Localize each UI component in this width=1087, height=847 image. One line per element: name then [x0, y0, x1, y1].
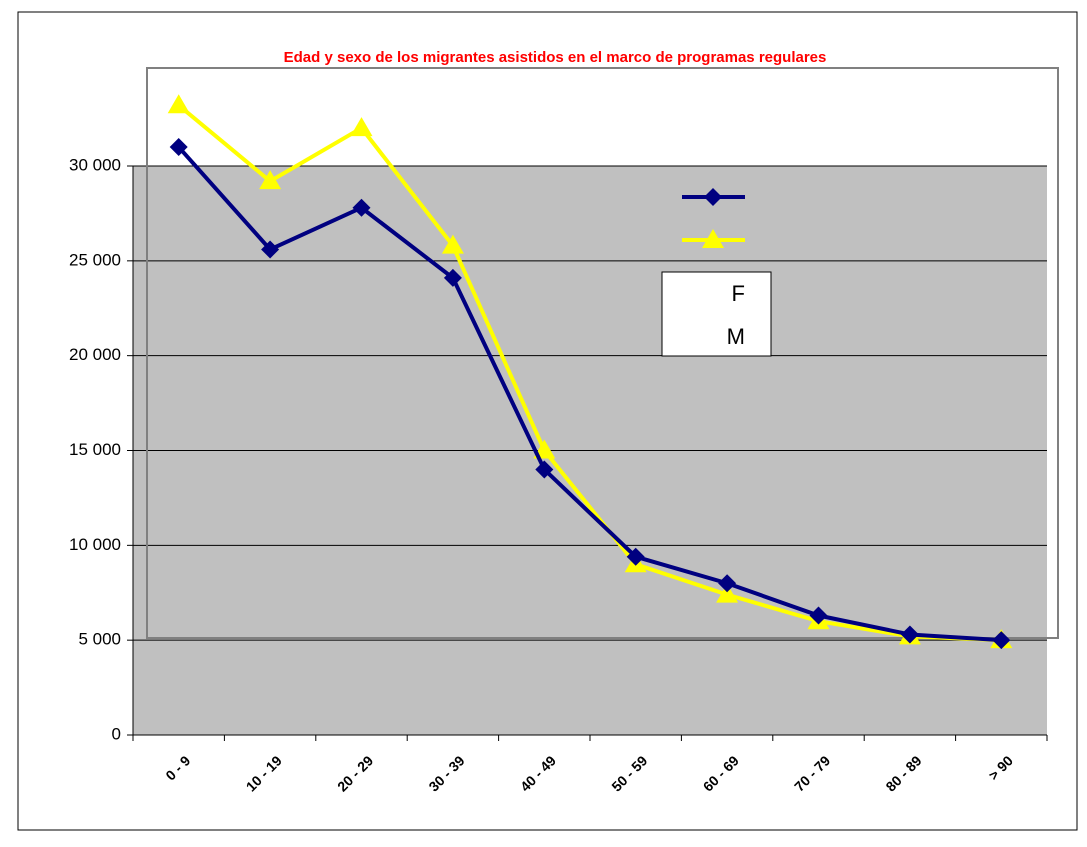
point — [441, 234, 464, 254]
chart-title: Edad y sexo de los migrantes asistidos e… — [284, 49, 827, 66]
point — [443, 268, 462, 287]
legend-label: M — [727, 324, 745, 349]
y-tick-label: 10 000 — [69, 535, 121, 554]
point — [716, 583, 739, 603]
series-group — [167, 94, 1013, 650]
y-tick-label: 20 000 — [69, 345, 121, 364]
legend-label: F — [732, 281, 745, 306]
point — [169, 138, 188, 157]
legend-marker — [702, 229, 724, 248]
legend: F M — [661, 188, 772, 357]
point — [352, 198, 371, 217]
y-tick-label: 0 — [112, 724, 121, 743]
point — [535, 460, 554, 479]
y-tick-label: 5 000 — [78, 630, 121, 649]
plot-outline — [146, 67, 1059, 639]
y-tick-label: 15 000 — [69, 440, 121, 459]
series-line — [177, 145, 1002, 643]
y-tick-label: 30 000 — [69, 155, 121, 174]
series-line — [177, 103, 1002, 643]
point — [626, 547, 645, 566]
point — [809, 606, 828, 625]
point — [900, 625, 919, 644]
legend-marker — [704, 188, 722, 206]
y-tick-label: 25 000 — [69, 250, 121, 269]
point — [261, 240, 280, 259]
point — [718, 574, 737, 593]
point — [259, 170, 282, 190]
point — [992, 631, 1011, 650]
point — [167, 94, 190, 114]
point — [350, 117, 373, 137]
legend-box — [661, 271, 772, 357]
